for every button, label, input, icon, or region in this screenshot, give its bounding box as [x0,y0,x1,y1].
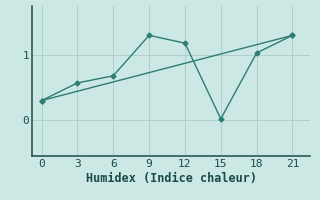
X-axis label: Humidex (Indice chaleur): Humidex (Indice chaleur) [86,172,257,185]
